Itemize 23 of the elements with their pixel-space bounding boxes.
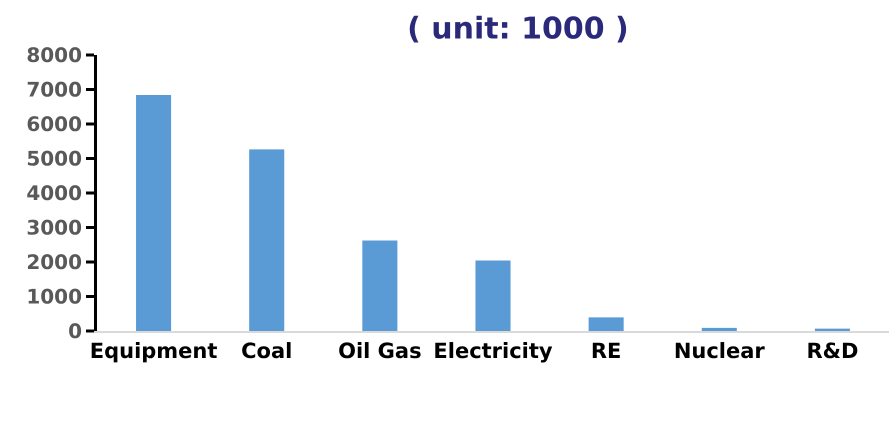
y-tick-label: 8000 — [26, 43, 82, 67]
y-tick-label: 6000 — [26, 112, 82, 136]
x-tick-label: R&D — [806, 339, 858, 364]
bar — [475, 260, 511, 331]
x-tick-label: Oil Gas — [338, 339, 422, 364]
y-tick-label: 1000 — [26, 284, 82, 308]
y-tick-label: 7000 — [26, 78, 82, 102]
y-tick-label: 0 — [68, 319, 82, 343]
bar — [588, 317, 624, 331]
x-tick-label: RE — [590, 339, 622, 364]
chart-title: ( unit: 1000 ) — [407, 12, 629, 47]
y-tick-label: 5000 — [26, 146, 82, 170]
y-tick-label: 3000 — [26, 216, 82, 240]
y-tick-label: 2000 — [26, 250, 82, 274]
bar — [702, 328, 737, 331]
x-tick-label: Electricity — [433, 339, 553, 364]
bar — [249, 149, 284, 331]
bar — [362, 240, 398, 331]
x-tick-label: Nuclear — [674, 339, 766, 364]
x-tick-label: Coal — [241, 339, 292, 364]
bar — [136, 95, 172, 331]
x-tick-label: Equipment — [90, 339, 218, 364]
y-tick-label: 4000 — [26, 181, 82, 205]
